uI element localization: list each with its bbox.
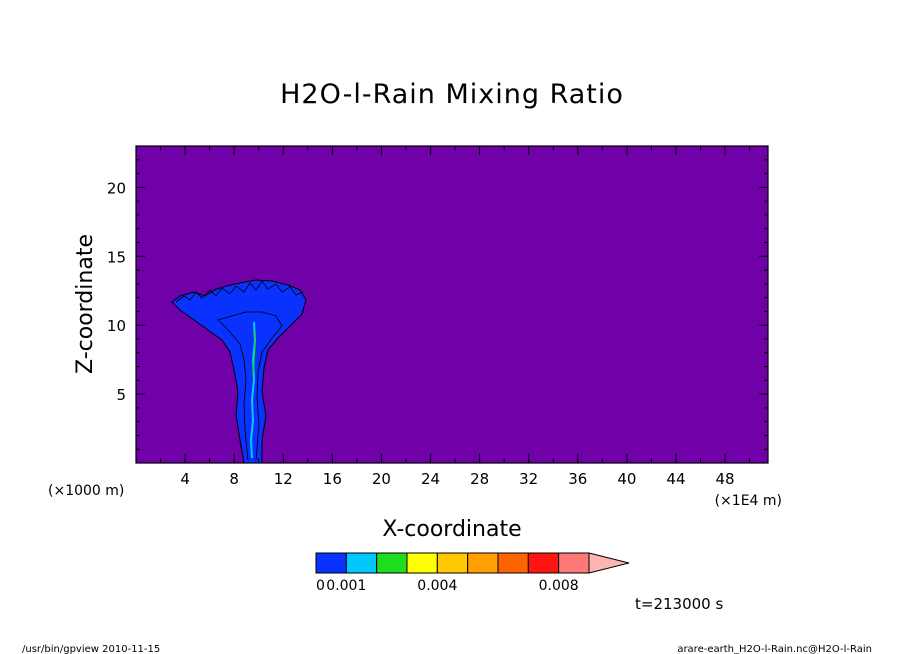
plume-top-fringe	[175, 280, 304, 303]
plume-outer-contour	[171, 279, 307, 464]
y-axis-label: Z-coordinate	[73, 234, 98, 374]
colorbar-segment	[467, 552, 499, 574]
x-unit-right: (×1E4 m)	[715, 493, 782, 509]
y-tick-label: 5	[116, 386, 126, 404]
colorbar-label: 0	[316, 578, 325, 594]
colorbar-segment	[376, 552, 408, 574]
colorbar	[315, 552, 630, 574]
colorbar-segment	[406, 552, 438, 574]
rain-plume	[171, 279, 307, 464]
x-axis-ticks	[160, 146, 751, 463]
x-tick-label: 40	[617, 470, 636, 488]
y-tick-label: 10	[107, 317, 126, 335]
colorbar-segment	[497, 552, 529, 574]
colorbar-segment	[315, 552, 347, 574]
x-tick-label: 12	[274, 470, 293, 488]
x-unit-left: (×1000 m)	[48, 483, 124, 499]
x-tick-label: 24	[421, 470, 440, 488]
x-axis-label: X-coordinate	[382, 517, 521, 542]
colorbar-label: 0.001	[326, 578, 366, 594]
x-tick-label: 36	[568, 470, 587, 488]
plume-core-peak	[252, 329, 256, 376]
y-axis-ticks	[136, 159, 768, 450]
x-tick-label: 32	[519, 470, 538, 488]
y-tick-label: 15	[107, 248, 126, 266]
x-tick-label: 44	[666, 470, 685, 488]
chart-title: H2O-l-Rain Mixing Ratio	[280, 79, 624, 110]
colorbar-labels: 0 0.001 0.004 0.008	[316, 578, 579, 594]
colorbar-segment	[436, 552, 469, 574]
x-tick-label: 20	[372, 470, 391, 488]
y-tick-label: 20	[107, 179, 126, 197]
footer-left: /usr/bin/gpview 2010-11-15	[22, 644, 160, 654]
x-tick-label: 8	[229, 470, 239, 488]
colorbar-segment	[345, 552, 378, 574]
x-tick-label: 4	[180, 470, 190, 488]
colorbar-segment	[527, 552, 560, 574]
plume-inner-contour	[217, 311, 283, 461]
colorbar-label: 0.008	[539, 578, 579, 594]
x-tick-label: 48	[716, 470, 735, 488]
colorbar-extend-arrow	[588, 552, 630, 574]
colorbar-label: 0.004	[417, 578, 457, 594]
y-axis-tick-labels: 5 10 15 20	[107, 179, 126, 404]
x-axis-tick-labels: 4 8 12 16 20 24 28 32 36 40 44 48	[180, 470, 734, 488]
colorbar-segment	[558, 552, 590, 574]
time-annotation: t=213000 s	[635, 595, 723, 613]
x-tick-label: 28	[470, 470, 489, 488]
x-tick-label: 16	[323, 470, 342, 488]
footer-right: arare-earth_H2O-l-Rain.nc@H2O-l-Rain	[677, 644, 872, 654]
